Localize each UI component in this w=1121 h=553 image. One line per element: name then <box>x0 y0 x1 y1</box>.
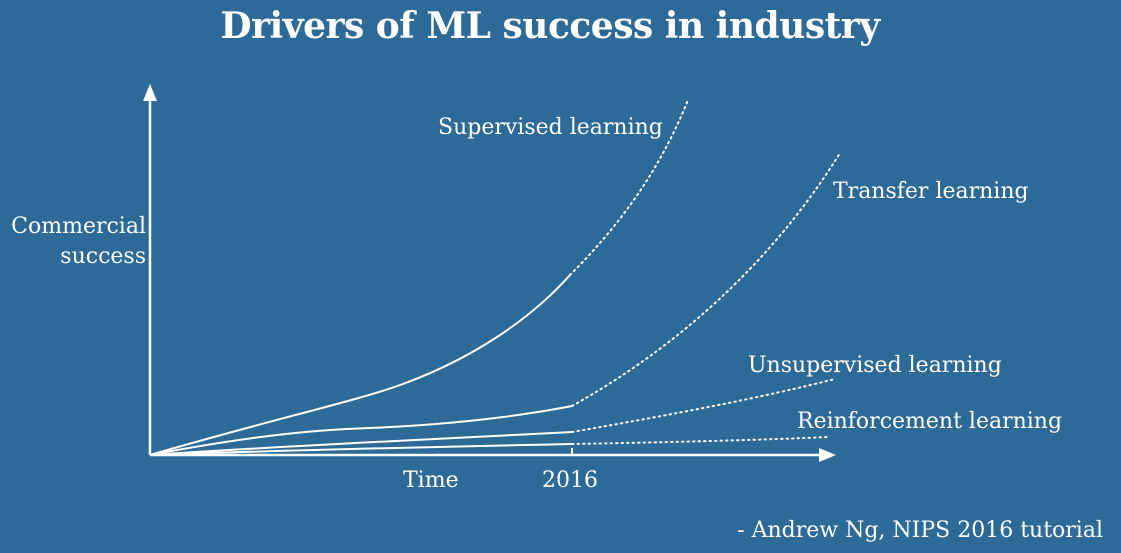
reinforcement-learning-curve-projection <box>571 436 829 445</box>
supervised-learning-label: Supervised learning <box>438 115 663 140</box>
reinforcement-learning-label: Reinforcement learning <box>797 409 1063 434</box>
y-axis-label-line2: success <box>60 244 146 269</box>
y-axis-arrowhead <box>143 84 157 101</box>
y-axis-label: Commercial success <box>6 212 146 272</box>
y-axis-label-line1: Commercial <box>11 214 146 239</box>
supervised-learning-curve-solid <box>149 274 571 456</box>
x-axis-arrowhead <box>819 448 836 462</box>
x-axis-label: Time <box>403 468 459 493</box>
supervised-learning-curve-projection <box>569 99 689 276</box>
attribution-text: - Andrew Ng, NIPS 2016 tutorial <box>737 518 1103 543</box>
diagram-title: Drivers of ML success in industry <box>220 5 880 47</box>
reinforcement-learning-curve-solid <box>149 443 573 456</box>
transfer-learning-curve-solid <box>149 405 573 456</box>
unsupervised-learning-label: Unsupervised learning <box>748 353 1002 378</box>
unsupervised-learning-curve-projection <box>571 378 836 433</box>
unsupervised-learning-curve-solid <box>149 431 573 456</box>
x-axis-tick-label: 2016 <box>542 468 598 493</box>
transfer-learning-curve-projection <box>571 152 841 407</box>
transfer-learning-label: Transfer learning <box>833 179 1029 204</box>
